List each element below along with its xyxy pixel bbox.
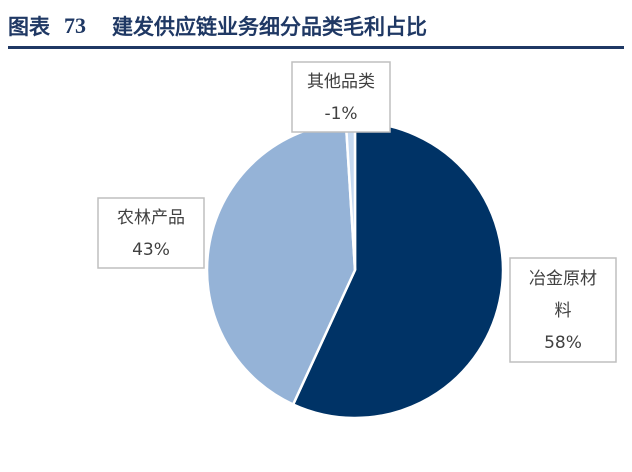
data-label-value: -1% [324,104,357,124]
figure-title: 图表 73 建发供应链业务细分品类毛利占比 [8,8,427,44]
data-label-agriculture: 农林产品 43% [97,197,205,269]
data-label-box [97,197,205,269]
data-label-category: 其他品类 [307,72,375,92]
title-divider [8,46,624,49]
data-label-category: 农林产品 [117,208,185,228]
data-label-other: 其他品类 -1% [291,61,391,133]
figure-prefix: 图表 [8,15,50,39]
figure-title-text: 建发供应链业务细分品类毛利占比 [112,15,427,39]
pie-slice-agriculture [205,120,357,407]
pie-slice-metallurgy [291,120,505,420]
data-label-box [509,257,617,363]
data-label-value: 43% [132,240,170,260]
data-label-category: 料 [555,301,572,321]
data-label-category: 冶金原材 [529,269,597,289]
figure-number: 73 [64,13,86,38]
data-label-value: 58% [544,333,582,353]
data-label-box [291,61,391,133]
